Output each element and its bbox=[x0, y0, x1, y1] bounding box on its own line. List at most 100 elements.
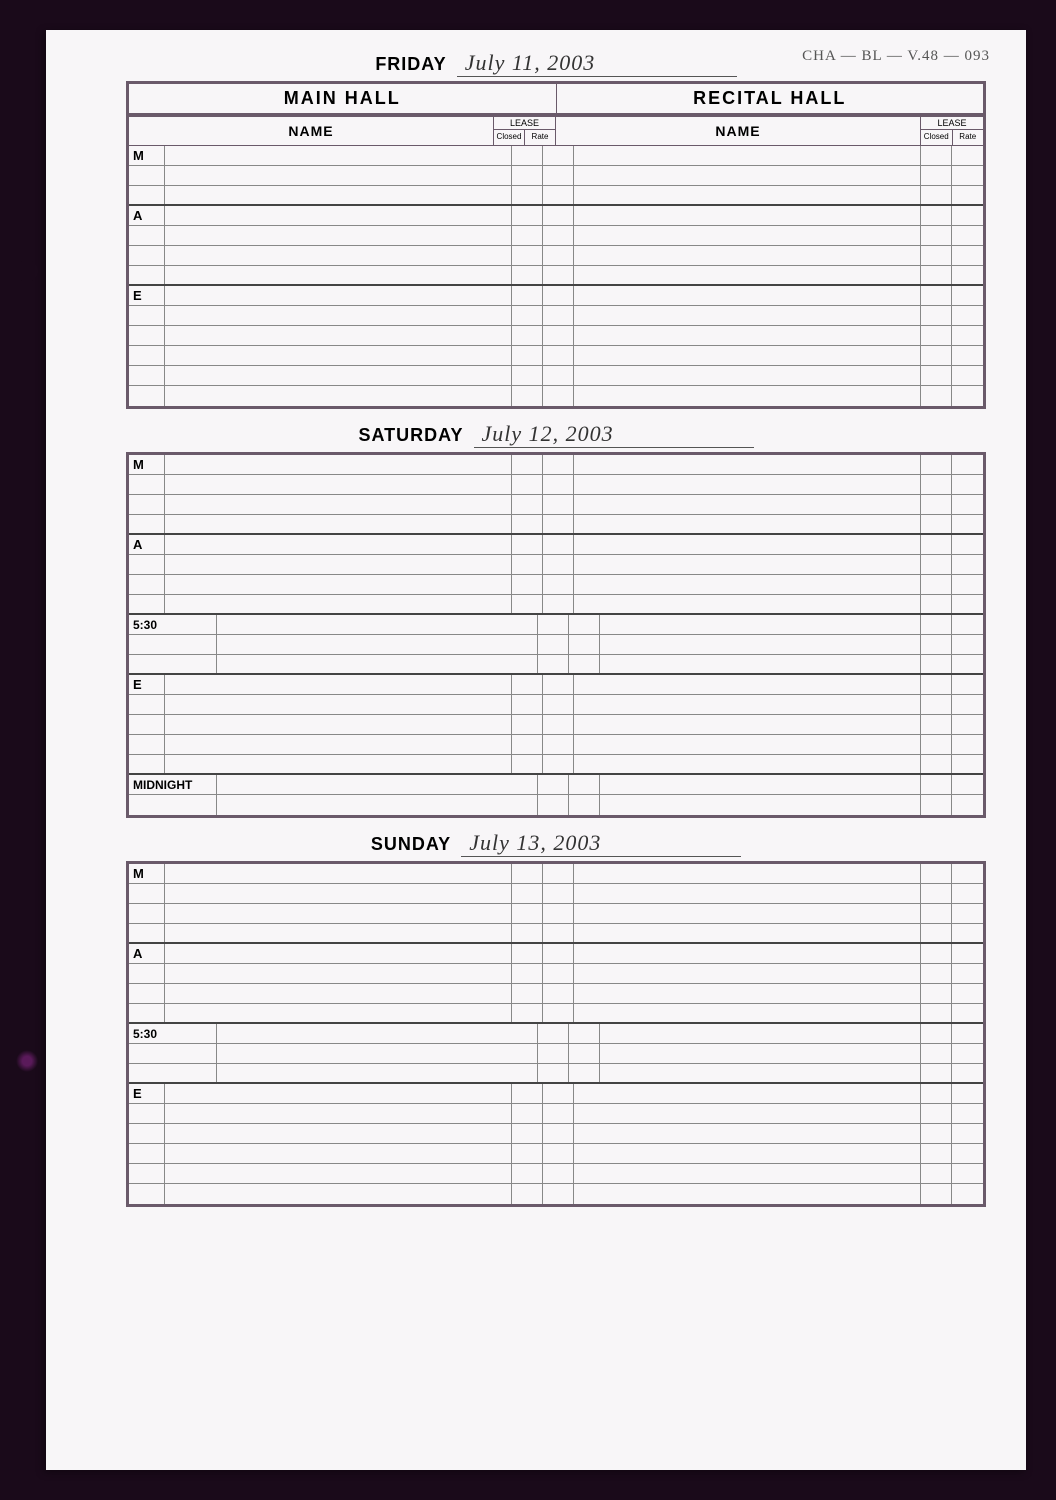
recital-hall-closed-cell[interactable] bbox=[921, 655, 952, 673]
recital-hall-rate-cell[interactable] bbox=[952, 1024, 983, 1043]
main-hall-rate-cell[interactable] bbox=[543, 146, 574, 165]
main-hall-closed-cell[interactable] bbox=[512, 1104, 543, 1123]
main-hall-name-cell[interactable] bbox=[165, 924, 512, 942]
main-hall-name-cell[interactable] bbox=[217, 655, 538, 673]
recital-hall-rate-cell[interactable] bbox=[952, 635, 983, 654]
main-hall-name-cell[interactable] bbox=[165, 366, 512, 385]
recital-hall-closed-cell[interactable] bbox=[921, 346, 952, 365]
recital-hall-name-cell[interactable] bbox=[574, 675, 921, 694]
main-hall-rate-cell[interactable] bbox=[543, 495, 574, 514]
main-hall-name-cell[interactable] bbox=[165, 695, 512, 714]
main-hall-rate-cell[interactable] bbox=[543, 1164, 574, 1183]
recital-hall-closed-cell[interactable] bbox=[921, 326, 952, 345]
main-hall-closed-cell[interactable] bbox=[512, 475, 543, 494]
main-hall-rate-cell[interactable] bbox=[543, 944, 574, 963]
recital-hall-closed-cell[interactable] bbox=[921, 715, 952, 734]
recital-hall-rate-cell[interactable] bbox=[952, 904, 983, 923]
main-hall-closed-cell[interactable] bbox=[512, 346, 543, 365]
recital-hall-name-cell[interactable] bbox=[574, 1144, 921, 1163]
recital-hall-name-cell[interactable] bbox=[574, 475, 921, 494]
main-hall-rate-cell[interactable] bbox=[543, 266, 574, 284]
recital-hall-rate-cell[interactable] bbox=[952, 386, 983, 406]
main-hall-rate-cell[interactable] bbox=[543, 455, 574, 474]
recital-hall-name-cell[interactable] bbox=[574, 515, 921, 533]
main-hall-name-cell[interactable] bbox=[217, 1024, 538, 1043]
main-hall-rate-cell[interactable] bbox=[543, 755, 574, 773]
main-hall-closed-cell[interactable] bbox=[512, 146, 543, 165]
main-hall-rate-cell[interactable] bbox=[543, 366, 574, 385]
main-hall-name-cell[interactable] bbox=[165, 1164, 512, 1183]
main-hall-closed-cell[interactable] bbox=[512, 455, 543, 474]
recital-hall-closed-cell[interactable] bbox=[921, 635, 952, 654]
recital-hall-rate-cell[interactable] bbox=[952, 1004, 983, 1022]
recital-hall-closed-cell[interactable] bbox=[921, 675, 952, 694]
main-hall-name-cell[interactable] bbox=[165, 964, 512, 983]
recital-hall-name-cell[interactable] bbox=[574, 535, 921, 554]
main-hall-rate-cell[interactable] bbox=[543, 884, 574, 903]
main-hall-closed-cell[interactable] bbox=[538, 1024, 569, 1043]
recital-hall-rate-cell[interactable] bbox=[952, 495, 983, 514]
main-hall-closed-cell[interactable] bbox=[512, 166, 543, 185]
main-hall-name-cell[interactable] bbox=[165, 755, 512, 773]
recital-hall-name-cell[interactable] bbox=[574, 1104, 921, 1123]
recital-hall-closed-cell[interactable] bbox=[921, 924, 952, 942]
recital-hall-rate-cell[interactable] bbox=[952, 755, 983, 773]
main-hall-name-cell[interactable] bbox=[165, 944, 512, 963]
main-hall-closed-cell[interactable] bbox=[512, 864, 543, 883]
main-hall-closed-cell[interactable] bbox=[512, 515, 543, 533]
main-hall-rate-cell[interactable] bbox=[569, 1044, 600, 1063]
recital-hall-name-cell[interactable] bbox=[574, 1164, 921, 1183]
main-hall-closed-cell[interactable] bbox=[512, 964, 543, 983]
main-hall-rate-cell[interactable] bbox=[569, 615, 600, 634]
recital-hall-name-cell[interactable] bbox=[574, 1124, 921, 1143]
recital-hall-name-cell[interactable] bbox=[600, 635, 921, 654]
main-hall-name-cell[interactable] bbox=[165, 884, 512, 903]
recital-hall-closed-cell[interactable] bbox=[921, 1044, 952, 1063]
main-hall-name-cell[interactable] bbox=[165, 984, 512, 1003]
recital-hall-rate-cell[interactable] bbox=[952, 675, 983, 694]
recital-hall-name-cell[interactable] bbox=[574, 386, 921, 406]
main-hall-name-cell[interactable] bbox=[165, 1004, 512, 1022]
main-hall-closed-cell[interactable] bbox=[512, 944, 543, 963]
recital-hall-rate-cell[interactable] bbox=[952, 1124, 983, 1143]
main-hall-closed-cell[interactable] bbox=[512, 695, 543, 714]
recital-hall-name-cell[interactable] bbox=[574, 366, 921, 385]
recital-hall-rate-cell[interactable] bbox=[952, 515, 983, 533]
main-hall-name-cell[interactable] bbox=[165, 246, 512, 265]
main-hall-closed-cell[interactable] bbox=[512, 386, 543, 406]
main-hall-closed-cell[interactable] bbox=[512, 535, 543, 554]
main-hall-rate-cell[interactable] bbox=[543, 246, 574, 265]
main-hall-closed-cell[interactable] bbox=[512, 595, 543, 613]
main-hall-name-cell[interactable] bbox=[165, 1104, 512, 1123]
recital-hall-rate-cell[interactable] bbox=[952, 326, 983, 345]
recital-hall-name-cell[interactable] bbox=[574, 206, 921, 225]
recital-hall-name-cell[interactable] bbox=[574, 575, 921, 594]
recital-hall-closed-cell[interactable] bbox=[921, 884, 952, 903]
main-hall-rate-cell[interactable] bbox=[543, 984, 574, 1003]
recital-hall-closed-cell[interactable] bbox=[921, 366, 952, 385]
main-hall-name-cell[interactable] bbox=[165, 266, 512, 284]
recital-hall-closed-cell[interactable] bbox=[921, 1184, 952, 1204]
main-hall-rate-cell[interactable] bbox=[543, 326, 574, 345]
recital-hall-closed-cell[interactable] bbox=[921, 775, 952, 794]
recital-hall-rate-cell[interactable] bbox=[952, 246, 983, 265]
recital-hall-closed-cell[interactable] bbox=[921, 1064, 952, 1082]
recital-hall-name-cell[interactable] bbox=[574, 884, 921, 903]
recital-hall-closed-cell[interactable] bbox=[921, 455, 952, 474]
recital-hall-closed-cell[interactable] bbox=[921, 695, 952, 714]
recital-hall-name-cell[interactable] bbox=[574, 735, 921, 754]
main-hall-rate-cell[interactable] bbox=[543, 515, 574, 533]
main-hall-rate-cell[interactable] bbox=[543, 286, 574, 305]
recital-hall-closed-cell[interactable] bbox=[921, 515, 952, 533]
main-hall-rate-cell[interactable] bbox=[543, 226, 574, 245]
main-hall-closed-cell[interactable] bbox=[512, 226, 543, 245]
main-hall-name-cell[interactable] bbox=[165, 715, 512, 734]
main-hall-name-cell[interactable] bbox=[165, 206, 512, 225]
recital-hall-name-cell[interactable] bbox=[574, 924, 921, 942]
recital-hall-closed-cell[interactable] bbox=[921, 475, 952, 494]
recital-hall-rate-cell[interactable] bbox=[952, 346, 983, 365]
main-hall-name-cell[interactable] bbox=[165, 575, 512, 594]
recital-hall-closed-cell[interactable] bbox=[921, 286, 952, 305]
recital-hall-closed-cell[interactable] bbox=[921, 1104, 952, 1123]
recital-hall-name-cell[interactable] bbox=[574, 715, 921, 734]
